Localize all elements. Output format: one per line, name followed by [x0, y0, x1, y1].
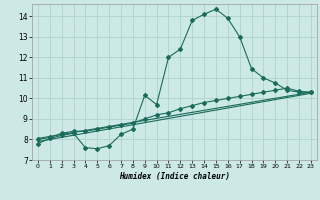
X-axis label: Humidex (Indice chaleur): Humidex (Indice chaleur): [119, 172, 230, 181]
